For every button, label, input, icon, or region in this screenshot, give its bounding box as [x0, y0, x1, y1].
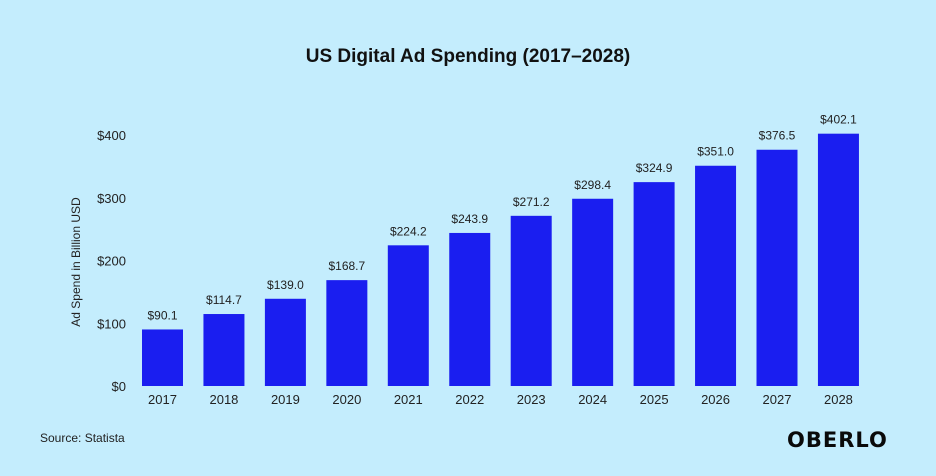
x-tick-label: 2020: [332, 392, 361, 407]
data-label: $90.1: [147, 308, 177, 322]
x-tick-label: 2027: [763, 392, 792, 407]
x-tick-label: 2018: [209, 392, 238, 407]
x-tick-label: 2019: [271, 392, 300, 407]
x-tick-label: 2021: [394, 392, 423, 407]
data-label: $298.4: [574, 178, 611, 192]
data-label: $114.7: [206, 293, 242, 307]
data-label: $168.7: [328, 259, 365, 273]
x-tick-label: 2025: [640, 392, 669, 407]
x-tick-label: 2017: [148, 392, 177, 407]
y-tick-label: $100: [97, 316, 126, 331]
data-label: $324.9: [636, 161, 673, 175]
bar: [203, 314, 245, 386]
chart-title: US Digital Ad Spending (2017–2028): [305, 46, 631, 67]
x-tick-label: 2028: [824, 392, 853, 407]
x-tick-label: 2023: [517, 392, 546, 407]
bar: [633, 182, 675, 386]
y-tick-label: $200: [97, 254, 126, 269]
bar: [756, 149, 798, 386]
data-label: $271.2: [513, 195, 550, 209]
data-label: $243.9: [451, 212, 488, 226]
data-label: $376.5: [759, 129, 796, 143]
data-label: $402.1: [820, 113, 857, 127]
oberlo-logo: OBERLO: [787, 428, 888, 452]
bar: [449, 232, 491, 386]
x-tick-label: 2024: [578, 392, 607, 407]
data-label: $224.2: [390, 224, 427, 238]
y-tick-label: $0: [112, 379, 126, 394]
data-label: $139.0: [267, 278, 304, 292]
data-label: $351.0: [697, 145, 734, 159]
source-note: Source: Statista: [40, 431, 125, 445]
bar: [387, 245, 429, 386]
bar: [817, 133, 859, 386]
bar: [695, 165, 737, 386]
bar: [326, 280, 368, 386]
bar: [264, 298, 306, 386]
y-tick-label: $400: [97, 128, 126, 143]
x-tick-label: 2026: [701, 392, 730, 407]
bar: [142, 329, 183, 386]
bar: [510, 215, 552, 386]
y-tick-label: $300: [97, 191, 126, 206]
x-tick-label: 2022: [455, 392, 484, 407]
bar: [572, 198, 614, 386]
